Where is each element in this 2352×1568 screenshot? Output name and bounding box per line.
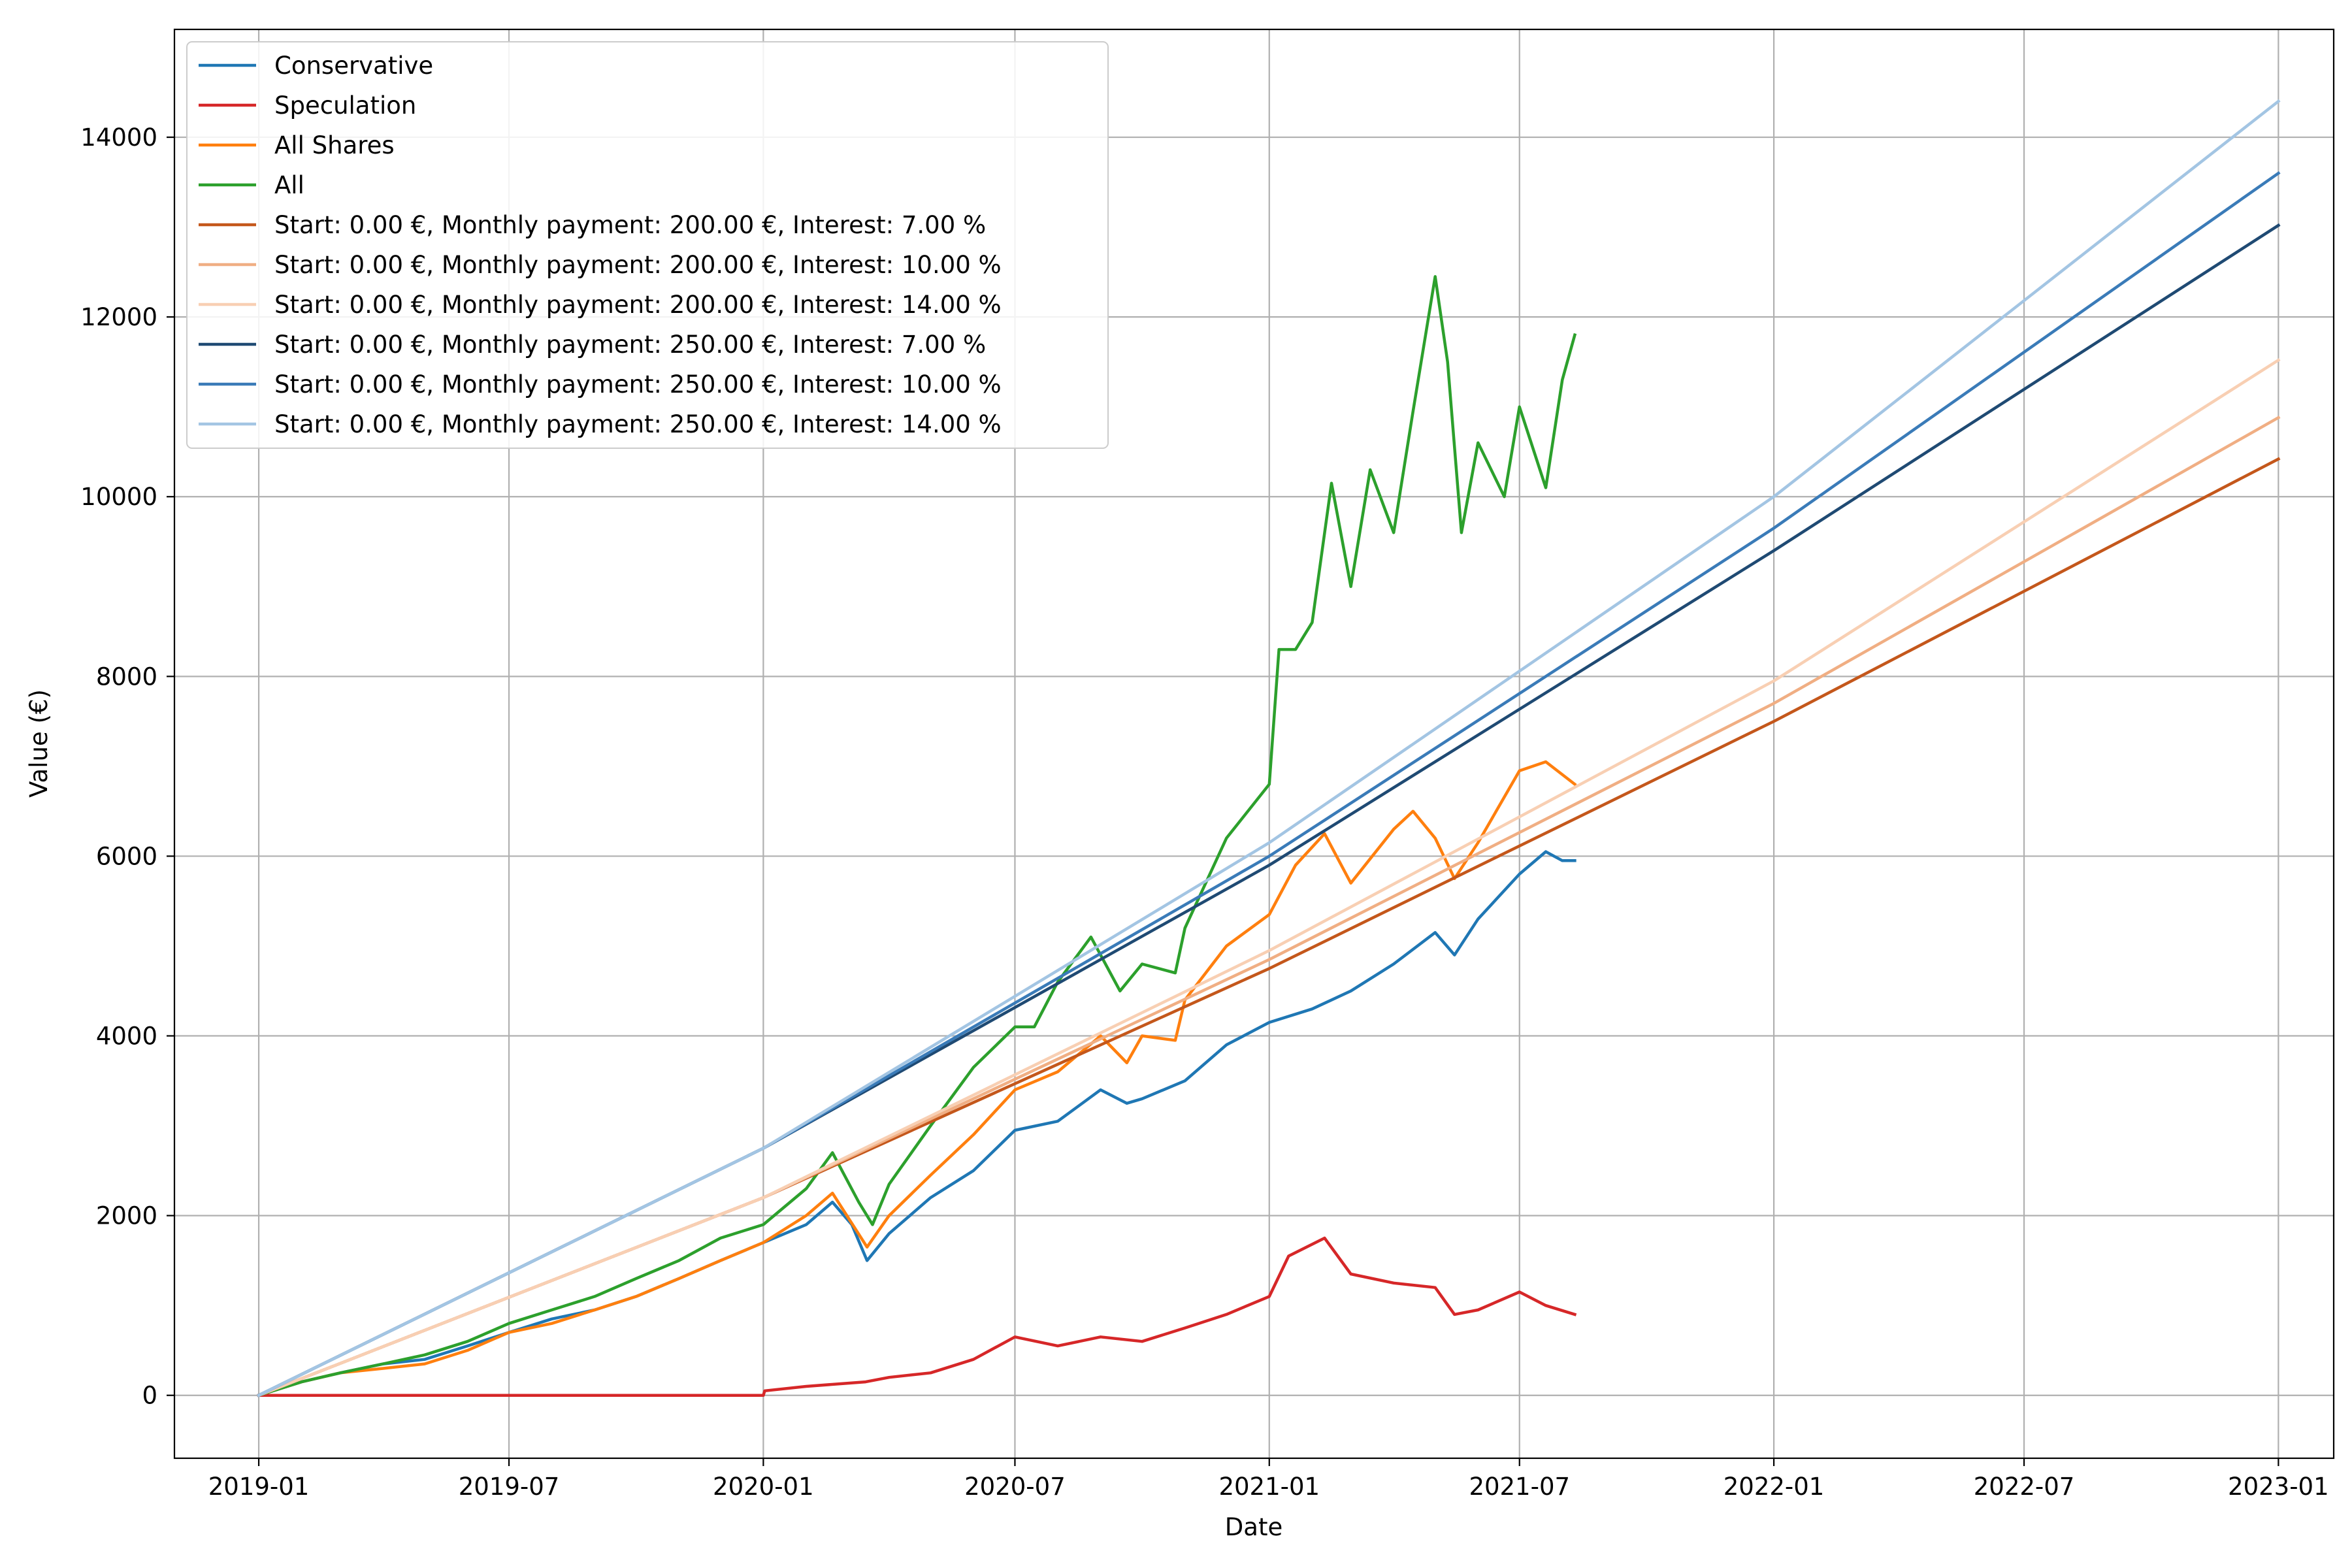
series-line-10 — [257, 99, 2281, 1397]
legend-frame — [186, 41, 1109, 449]
x-axis-label: Date — [1225, 1513, 1282, 1541]
y-tick-label: 0 — [142, 1382, 157, 1410]
series-lines — [257, 99, 2281, 1397]
legend-label: Speculation — [274, 91, 416, 120]
legend-label: Conservative — [274, 52, 433, 80]
legend: Conservative Speculation All Shares All Star… — [186, 41, 1109, 449]
x-tick-label: 2019-01 — [208, 1473, 310, 1501]
x-tick-label: 2020-01 — [713, 1473, 814, 1501]
legend-items: Conservative Speculation All Shares All Star… — [199, 52, 1002, 438]
x-tick-label: 2023-01 — [2228, 1473, 2329, 1501]
series-line-3 — [257, 760, 1577, 1397]
legend-label: Start: 0.00 €, Monthly payment: 250.00 €… — [274, 410, 1002, 438]
y-axis-ticks: 0 2000 4000 6000 8000 10000 12000 14000 — [80, 123, 174, 1410]
y-tick-label: 4000 — [96, 1022, 157, 1051]
series-line-4 — [257, 275, 1577, 1397]
legend-label: Start: 0.00 €, Monthly payment: 250.00 €… — [274, 370, 1002, 399]
x-tick-label: 2021-01 — [1218, 1473, 1320, 1501]
series-line-2 — [257, 1236, 1577, 1397]
y-tick-label: 14000 — [80, 123, 157, 152]
y-axis-label: Value (€) — [25, 689, 53, 798]
x-tick-label: 2019-07 — [459, 1473, 560, 1501]
legend-label: All Shares — [274, 131, 395, 159]
y-tick-label: 10000 — [80, 483, 157, 511]
legend-label: Start: 0.00 €, Monthly payment: 200.00 €… — [274, 211, 986, 239]
y-tick-label: 2000 — [96, 1202, 157, 1230]
y-tick-label: 12000 — [80, 303, 157, 331]
x-tick-label: 2022-07 — [1974, 1473, 2075, 1501]
legend-label: Start: 0.00 €, Monthly payment: 200.00 €… — [274, 251, 1002, 279]
series-line-7 — [257, 358, 2281, 1397]
y-tick-label: 6000 — [96, 842, 157, 870]
x-tick-label: 2021-07 — [1469, 1473, 1570, 1501]
x-tick-label: 2020-07 — [964, 1473, 1066, 1501]
plot-frame — [173, 28, 2335, 1460]
y-tick-label: 8000 — [96, 662, 157, 691]
x-tick-label: 2022-01 — [1723, 1473, 1825, 1501]
legend-label: Start: 0.00 €, Monthly payment: 200.00 €… — [274, 291, 1002, 319]
legend-label: Start: 0.00 €, Monthly payment: 250.00 €… — [274, 331, 986, 359]
x-axis-ticks: 2019-01 2019-07 2020-01 2020-07 2021-01 2021-… — [208, 1458, 2329, 1501]
legend-label: All — [274, 171, 304, 199]
